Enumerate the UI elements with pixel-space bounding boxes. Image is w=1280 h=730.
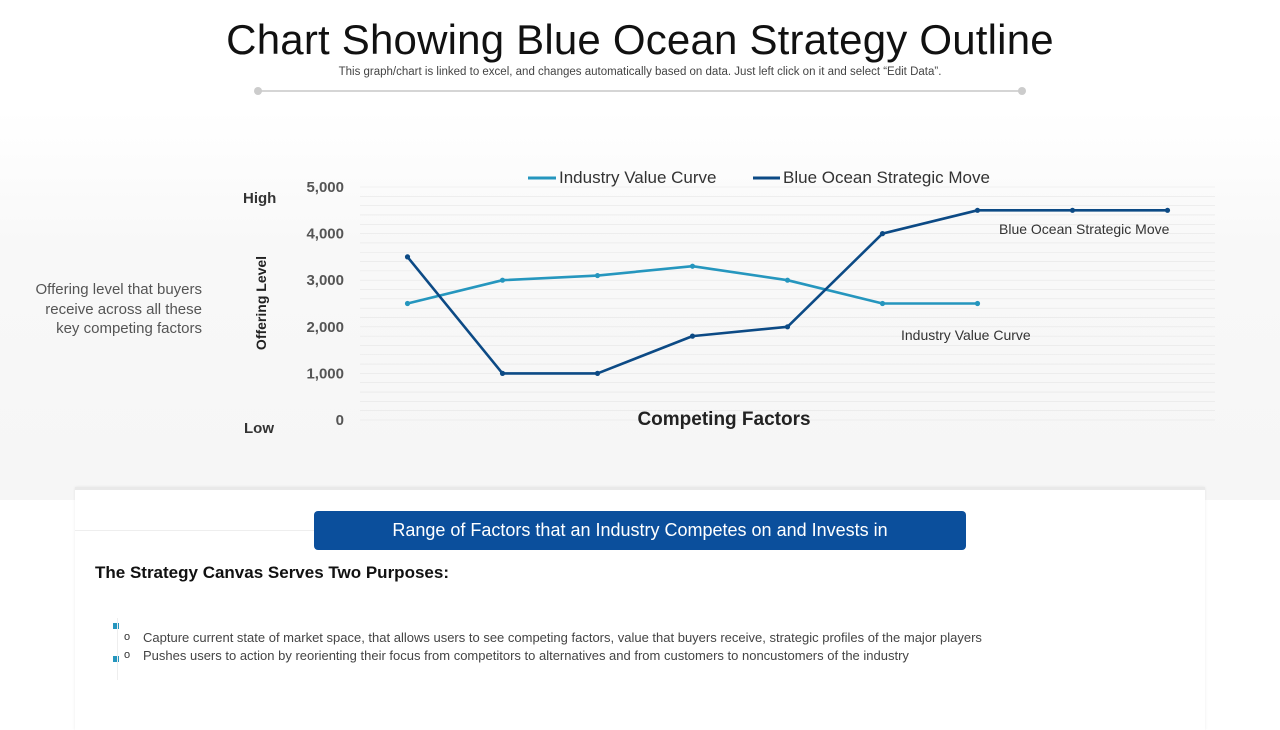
bullet-marker [113,623,119,629]
y-tick-label: 0 [336,412,344,429]
data-point [974,207,981,213]
bullet-circle: o [124,631,131,643]
annotation-industry: Industry Value Curve [901,327,1031,343]
annotation-blue-ocean: Blue Ocean Strategic Move [999,221,1170,237]
data-point [784,324,791,330]
divider-end-dot [254,87,262,95]
line-chart: 0 1,000 2,000 3,000 4,000 5,000 Offering Level… [253,168,1215,430]
y-tick-label: 5,000 [306,179,344,196]
data-point [689,333,696,339]
y-tick-label: 4,000 [306,226,344,243]
legend-label: Blue Ocean Strategic Move [783,168,990,187]
divider-end-dot [1018,87,1026,95]
list-item-text: Capture current state of market space, t… [143,630,982,645]
list-item-text: Pushes users to action by reorienting th… [143,647,909,663]
x-axis-title: Competing Factors [637,409,810,430]
data-point [594,272,601,279]
title-divider [258,90,1022,92]
purposes-list: o Capture current state of market space, … [124,629,982,664]
data-point [1164,207,1171,213]
bullet-marker [113,656,119,662]
series-line-0 [407,264,978,305]
bullet-circle: o [124,648,131,661]
y-axis-title: Offering Level [253,256,269,350]
page-subtitle: This graph/chart is linked to excel, and… [338,66,942,78]
y-tick-label: 1,000 [306,365,344,382]
chart-background [0,110,1280,500]
offering-level-note: Offering level that buyers receive acros… [35,281,202,337]
data-point [784,277,791,283]
data-point [499,277,506,283]
purposes-heading: The Strategy Canvas Serves Two Purposes: [95,563,449,582]
page-title: Chart Showing Blue Ocean Strategy Outlin… [226,16,1054,63]
factors-banner: Range of Factors that an Industry Compet… [314,511,966,550]
axis-high-label: High [243,190,277,207]
data-point [879,231,886,237]
bullet-guide-line [117,618,118,680]
data-point [1069,207,1076,213]
data-point [974,300,981,307]
legend-label: Industry Value Curve [559,168,716,187]
y-tick-label: 3,000 [306,272,344,289]
y-tick-label: 2,000 [306,319,344,336]
data-point [594,370,601,376]
axis-low-label: Low [244,420,274,437]
list-item: o Pushes users to action by reorienting t… [124,647,982,665]
data-point [499,370,506,376]
data-point [404,300,411,307]
data-point [404,254,411,260]
list-item: o Capture current state of market space, … [124,629,982,647]
data-point [689,263,696,269]
card-divider [75,530,315,531]
data-point [879,300,886,307]
